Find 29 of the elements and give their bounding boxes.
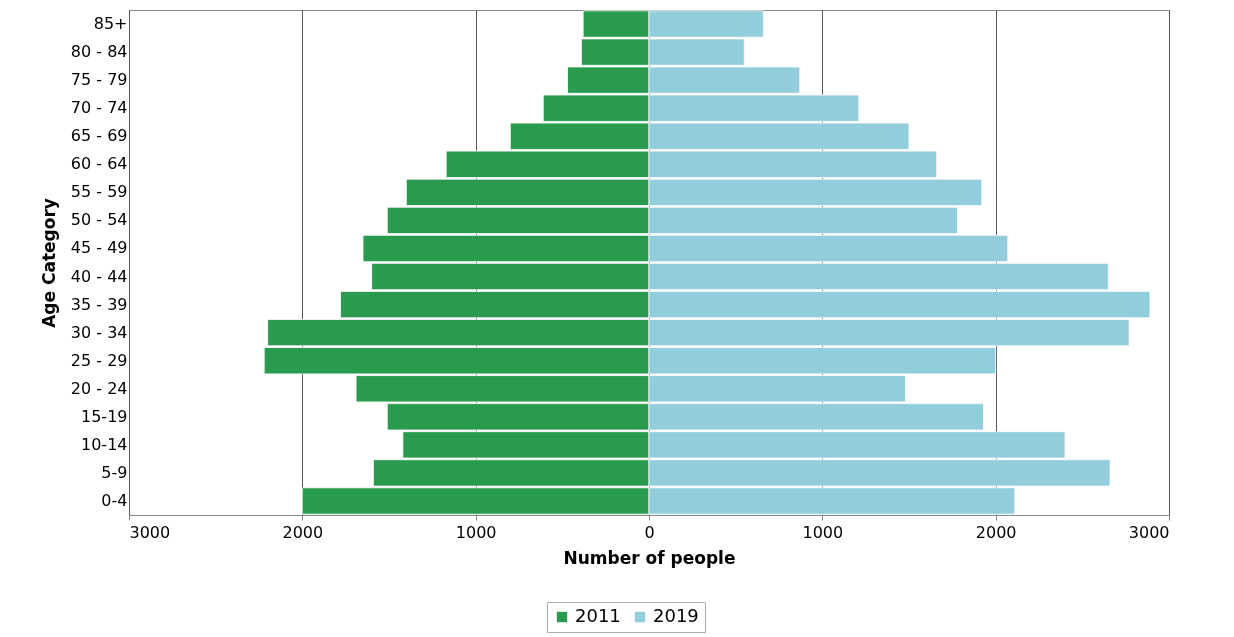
legend-label: 2011 xyxy=(575,605,621,626)
y-tick-label: 80 - 84 xyxy=(70,42,128,62)
y-tick-label: 20 - 24 xyxy=(70,378,128,398)
y-tick-label: 10-14 xyxy=(81,434,128,454)
y-tick-label: 40 - 44 xyxy=(70,266,128,286)
x-tick-label: 0 xyxy=(644,522,655,542)
y-tick-label: 50 - 54 xyxy=(70,210,128,230)
x-tick-label: 2000 xyxy=(282,522,324,542)
y-tick-label: 45 - 49 xyxy=(70,238,128,258)
y-tick-label: 25 - 29 xyxy=(70,350,128,370)
y-tick-label: 70 - 74 xyxy=(70,98,128,118)
x-axis-title: Number of people xyxy=(563,547,736,568)
y-tick-label: 30 - 34 xyxy=(70,322,128,342)
y-tick-label: 65 - 69 xyxy=(70,126,128,146)
y-tick-label: 35 - 39 xyxy=(70,294,128,314)
legend-label: 2019 xyxy=(653,605,699,626)
y-axis-title: Age Category xyxy=(38,198,59,328)
y-tick-label: 75 - 79 xyxy=(70,70,128,90)
y-tick-label: 0-4 xyxy=(101,490,128,510)
y-tick-label: 5-9 xyxy=(101,462,128,482)
x-tick-label: 3000 xyxy=(1128,522,1170,542)
x-tick-label: 2000 xyxy=(975,522,1017,542)
y-tick-label: 60 - 64 xyxy=(70,154,128,174)
x-tick-label: 1000 xyxy=(802,522,844,542)
x-tick-label: 1000 xyxy=(455,522,497,542)
y-tick-label: 85+ xyxy=(93,14,128,34)
y-tick-label: 55 - 59 xyxy=(70,182,128,202)
y-tick-label: 15-19 xyxy=(81,406,128,426)
x-tick-label: 3000 xyxy=(129,522,171,542)
